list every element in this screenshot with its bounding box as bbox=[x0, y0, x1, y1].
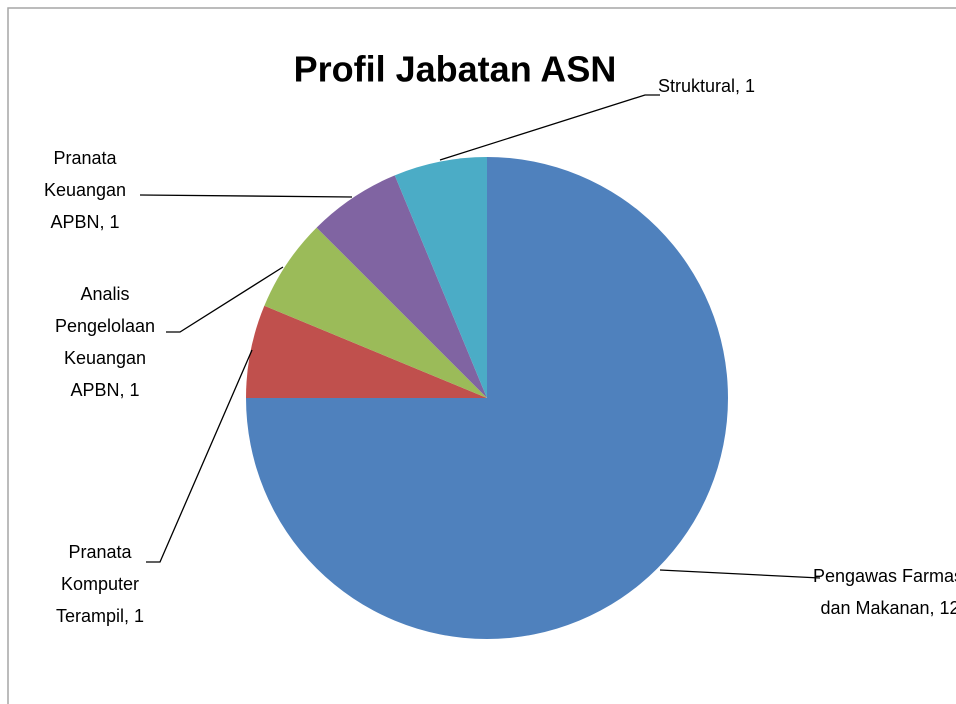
data-label: Pengawas Farmasi dan Makanan, 12 bbox=[812, 566, 956, 618]
leader-line bbox=[659, 569, 821, 579]
leader-line bbox=[146, 349, 253, 563]
pie-slice bbox=[264, 227, 487, 398]
data-label-box: Pranata Keuangan APBN, 1 bbox=[43, 148, 127, 232]
chart-title: Profil Jabatan ASN bbox=[294, 49, 617, 90]
data-label-box: Analis Pengelolaan Keuangan APBN, 1 bbox=[54, 284, 156, 400]
data-label-box: Pengawas Farmasi dan Makanan, 12 bbox=[812, 566, 956, 618]
data-label: Struktural, 1 bbox=[658, 76, 756, 96]
chart-frame bbox=[7, 7, 956, 704]
data-label: Pranata Komputer Terampil, 1 bbox=[55, 542, 145, 626]
data-label-box: Pranata Komputer Terampil, 1 bbox=[55, 542, 145, 626]
pie-slice bbox=[246, 305, 487, 398]
data-label: Analis Pengelolaan Keuangan APBN, 1 bbox=[54, 284, 156, 400]
data-label: Pranata Keuangan APBN, 1 bbox=[43, 148, 127, 232]
leader-line bbox=[166, 266, 284, 333]
data-label-box: Struktural, 1 bbox=[658, 76, 756, 96]
pie-slice bbox=[394, 157, 487, 398]
leader-line bbox=[139, 194, 353, 198]
pie-slice bbox=[316, 175, 487, 398]
leader-line bbox=[439, 94, 660, 161]
